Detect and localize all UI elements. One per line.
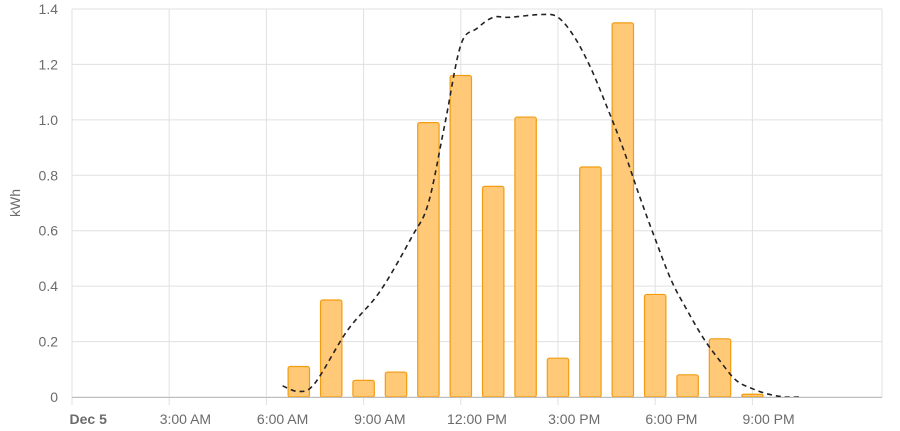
bar: [708, 338, 732, 398]
bar: [417, 122, 440, 398]
x-tick-label: 6:00 AM: [257, 411, 308, 427]
bar: [611, 22, 635, 398]
bar: [579, 166, 602, 398]
forecast-line: [282, 13, 802, 399]
bar: [384, 371, 408, 398]
x-tick-label: 9:00 AM: [354, 411, 405, 427]
x-tick-label: Dec 5: [70, 411, 108, 427]
x-tick-label: 9:00 PM: [743, 411, 795, 427]
y-tick-label: 0.8: [39, 167, 59, 183]
x-tick-label: 3:00 AM: [160, 411, 211, 427]
y-tick-label: 1.0: [39, 112, 59, 128]
bar: [546, 357, 570, 398]
y-tick-label: 0: [50, 389, 58, 405]
x-tick-label: 6:00 PM: [645, 411, 697, 427]
bar: [287, 365, 311, 398]
bar: [643, 293, 667, 398]
axes: 0 0.2 0.4 0.6 0.8 1.0 1.2 1.4 Dec 5 3:00 AM 6:00 A…: [39, 1, 882, 427]
y-tick-label: 0.4: [39, 278, 59, 294]
x-tick-label: 3:00 PM: [548, 411, 600, 427]
y-axis-label: kWh: [7, 189, 23, 217]
bar-series: [287, 22, 764, 398]
y-tick-label: 1.4: [39, 1, 59, 17]
grid: [71, 8, 883, 405]
bar: [352, 379, 375, 398]
y-tick-label: 0.6: [39, 223, 59, 239]
bar: [676, 374, 699, 398]
y-tick-label: 1.2: [39, 56, 59, 72]
bar: [741, 393, 764, 398]
bar: [514, 116, 537, 398]
y-tick-label: 0.2: [39, 334, 59, 350]
bar: [319, 299, 343, 398]
forecast-line-series: [282, 13, 802, 399]
bar: [481, 185, 505, 398]
bar: [449, 74, 473, 398]
x-tick-label: 12:00 PM: [447, 411, 507, 427]
